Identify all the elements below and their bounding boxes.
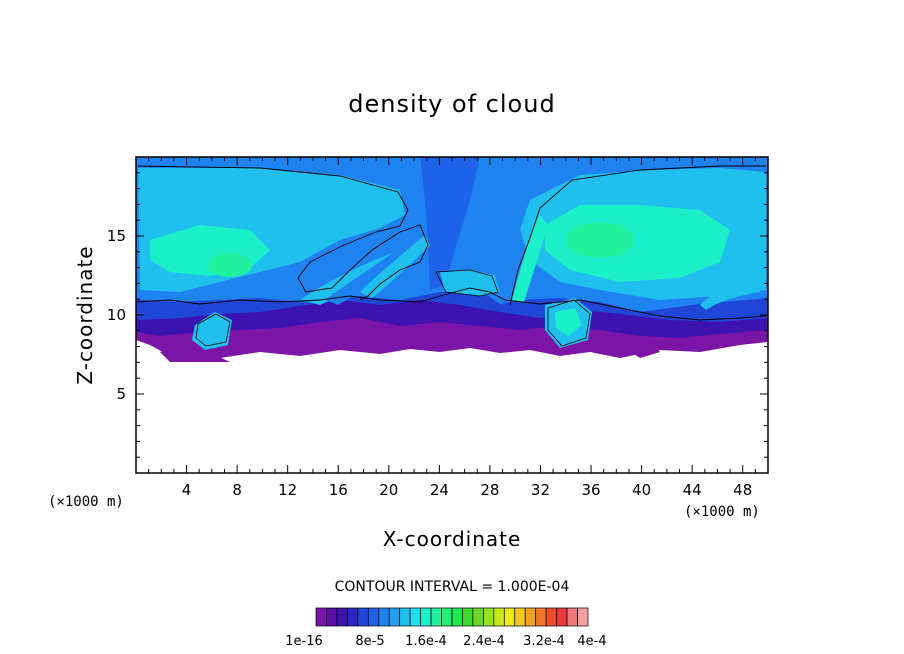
x-axis: 4 8 12 16 20 24 28 32 36 40 44 48 (148, 157, 756, 499)
x-tick-label: 12 (278, 481, 297, 499)
x-tick-label: 32 (531, 481, 550, 499)
colorbar-swatch (315, 607, 327, 627)
colorbar-swatch (409, 607, 421, 627)
colorbar-swatch (483, 607, 495, 627)
colorbar-swatch (357, 607, 369, 627)
colorbar-label: 4e-4 (577, 634, 606, 649)
contour-line-upper-left (137, 165, 429, 301)
colorbar-swatch (441, 607, 453, 627)
y-tick-label: 15 (107, 227, 126, 245)
colorbar-swatch (378, 607, 390, 627)
colorbar-swatch (430, 607, 442, 627)
colorbar-swatch (399, 607, 411, 627)
colorbar-label: 1.6e-4 (405, 634, 447, 649)
chart-title: density of cloud (348, 90, 555, 118)
field-base-lobe-right (620, 340, 660, 358)
field-core-right (566, 222, 634, 258)
x-tick-label: 20 (379, 481, 398, 499)
colorbar-swatch (451, 607, 463, 627)
colorbar-label: 2.4e-4 (463, 634, 505, 649)
field-streak-3 (360, 235, 430, 298)
field-core-left (208, 253, 252, 277)
x-tick-label: 4 (182, 481, 192, 499)
colorbar-swatch (545, 607, 557, 627)
field-cell-right-inner (555, 308, 582, 336)
field-mid-center (440, 270, 500, 296)
x-tick-label: 40 (632, 481, 651, 499)
colorbar-swatch (577, 607, 589, 627)
x-tick-label: 48 (733, 481, 752, 499)
colorbar-swatch (347, 607, 359, 627)
colorbar-labels: 1e-16 8e-5 1.6e-4 2.4e-4 3.2e-4 4e-4 (285, 634, 606, 649)
colorbar-label: 3.2e-4 (523, 634, 565, 649)
field-base-lobe (160, 346, 230, 362)
y-axis-title: Z-coordinate (73, 245, 97, 384)
contour-interval-note: CONTOUR INTERVAL = 1.000E-04 (335, 579, 570, 595)
contour-line-upper-right (509, 165, 766, 306)
contour-line-right-cell (547, 299, 591, 347)
x-tick-label: 16 (329, 481, 348, 499)
colorbar-swatch (524, 607, 537, 627)
contour-line-lower (136, 287, 767, 321)
x-unit-left: (×1000 m) (48, 494, 124, 510)
x-tick-label: 36 (581, 481, 600, 499)
colorbar-swatch (535, 607, 547, 627)
x-tick-label: 44 (683, 481, 702, 499)
colorbar-swatch (493, 607, 505, 627)
colorbar-swatch (388, 607, 401, 627)
colorbar (315, 607, 589, 627)
colorbar-swatch (462, 607, 474, 627)
contour-line-center-cell (435, 269, 499, 297)
colorbar-swatch (367, 607, 380, 627)
colorbar-swatch (420, 607, 432, 627)
colorbar-swatch (503, 607, 516, 627)
field-plume (420, 157, 480, 290)
x-tick-label: 24 (430, 481, 449, 499)
colorbar-swatch (514, 607, 526, 627)
z-unit-right: (×1000 m) (684, 504, 760, 520)
contour-line-left-cell (195, 313, 231, 347)
colorbar-swatch (336, 607, 348, 627)
y-axis: 5 10 15 (107, 172, 768, 458)
field-streak-5 (700, 282, 760, 310)
x-tick-label: 28 (480, 481, 499, 499)
colorbar-swatch (566, 607, 578, 627)
field-streak-4 (512, 215, 548, 302)
colorbar-swatch (556, 607, 568, 627)
x-axis-title: X-coordinate (383, 527, 522, 551)
cloud-density-field (136, 157, 768, 473)
colorbar-label: 8e-5 (355, 634, 384, 649)
colorbar-label: 1e-16 (285, 634, 323, 649)
y-tick-label: 5 (116, 385, 126, 403)
y-tick-label: 10 (107, 306, 126, 324)
colorbar-swatch (326, 607, 338, 627)
colorbar-swatch (472, 607, 484, 627)
x-tick-label: 8 (232, 481, 242, 499)
field-streak-2 (325, 240, 418, 305)
